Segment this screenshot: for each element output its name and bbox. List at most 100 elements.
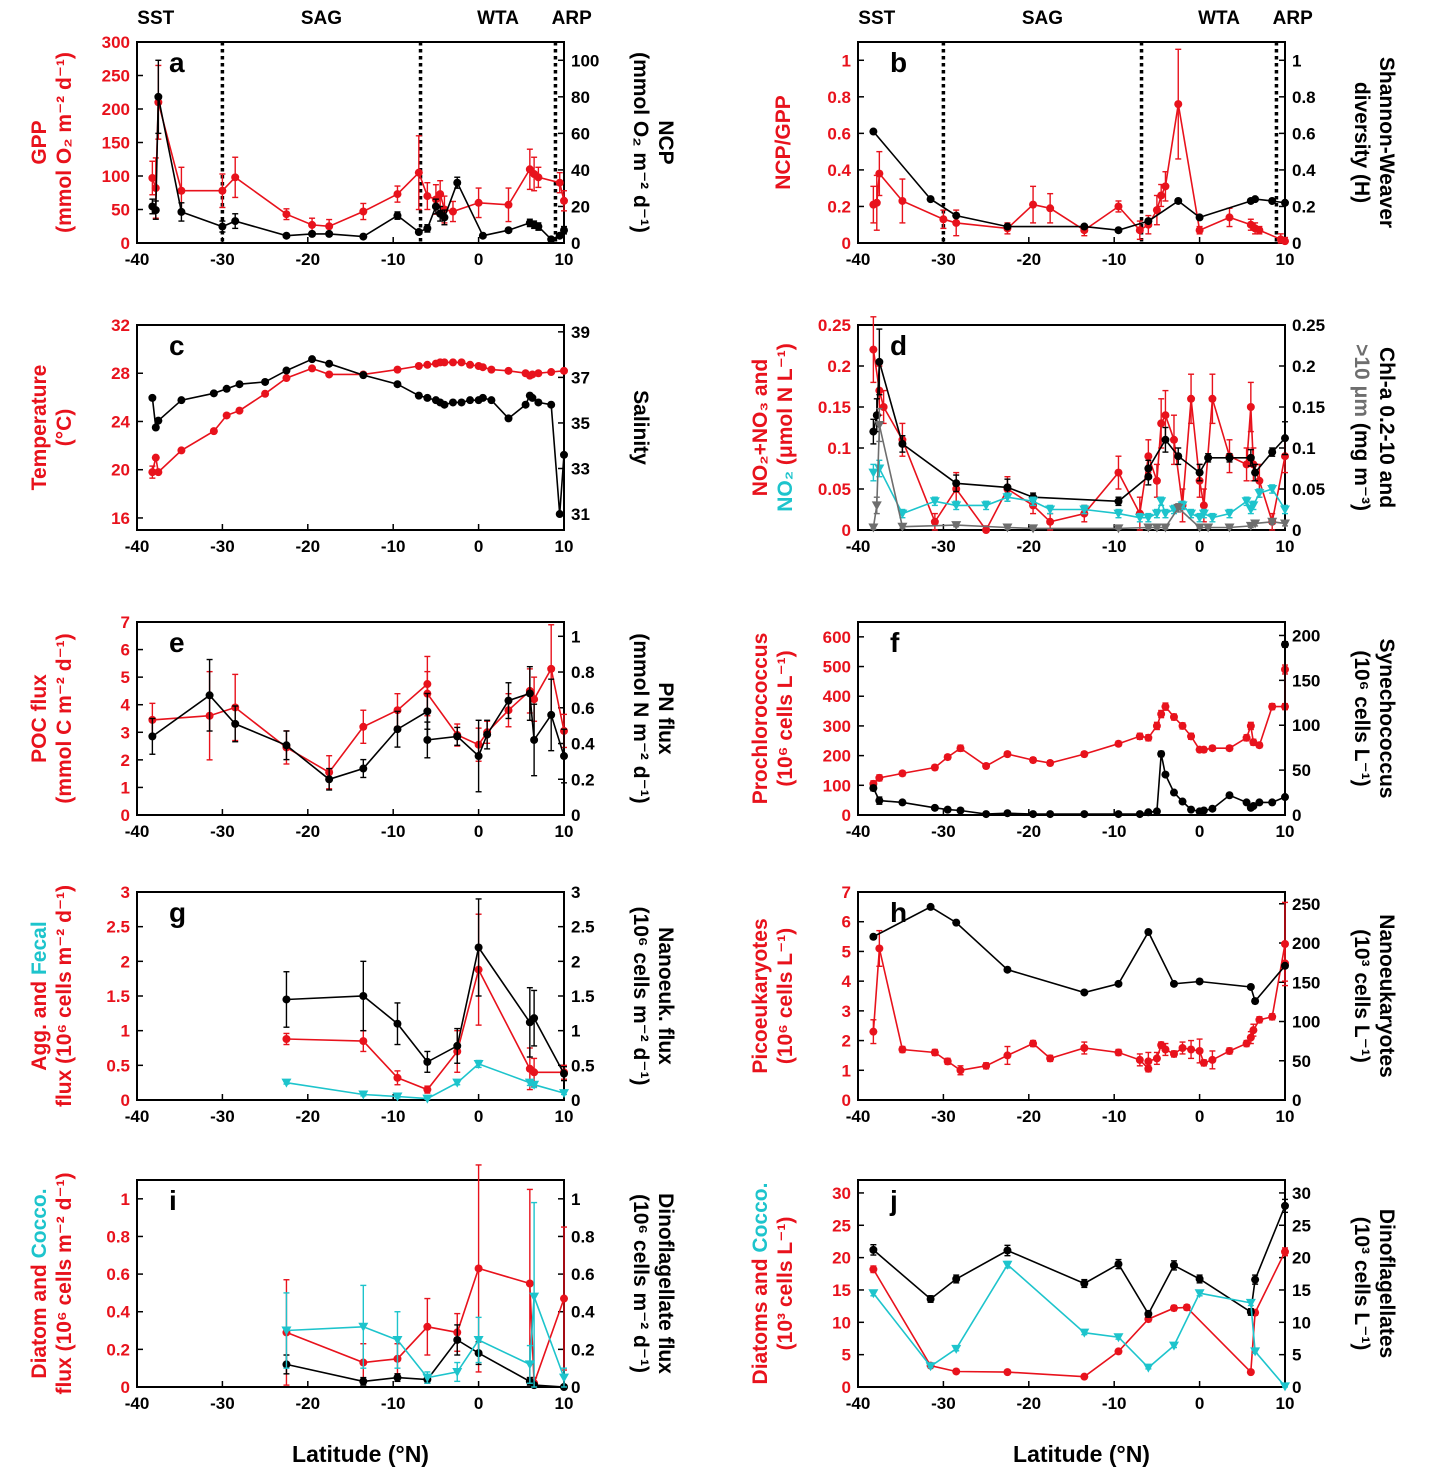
data-point (547, 710, 556, 719)
data-point-triangle (1245, 1298, 1256, 1308)
data-point (898, 439, 907, 448)
y-left-label-line: Diatom and Cocco. (28, 1188, 51, 1378)
data-point (504, 226, 513, 235)
y-right-tick-label: 0.6 (571, 699, 595, 718)
data-point (1249, 738, 1258, 747)
y-right-tick-label: 0 (571, 1091, 580, 1110)
series-line (152, 666, 565, 774)
data-point (1208, 1055, 1217, 1064)
data-point-triangle (1198, 509, 1209, 519)
data-point (956, 1066, 965, 1075)
y-left-label-line: NCP/GPP (772, 95, 795, 190)
data-point (154, 92, 163, 101)
data-point (457, 358, 466, 367)
series-black (869, 127, 1289, 235)
data-point-triangle (925, 1362, 936, 1372)
data-point (218, 186, 227, 195)
series-cyan (868, 1260, 1290, 1392)
y-right-tick-label: 3 (571, 883, 580, 902)
data-point (504, 366, 513, 375)
axes-frame (857, 1179, 1286, 1388)
y-right-tick-label: 1 (1292, 51, 1301, 70)
data-point (359, 207, 368, 216)
y-right-tick-label: 2 (571, 952, 580, 971)
label-segment: (10³ cells L⁻¹) (1350, 929, 1373, 1063)
data-point (547, 368, 556, 377)
data-point (151, 206, 160, 215)
label-segment: NO₂+NO₃ and (749, 359, 772, 496)
data-point (956, 744, 965, 753)
data-point (534, 398, 543, 407)
data-point (1268, 448, 1277, 457)
y-left-tick-label: 0.15 (818, 398, 851, 417)
region-label-wta: WTA (477, 8, 519, 29)
data-point-triangle (1254, 489, 1265, 499)
data-point (930, 763, 939, 772)
data-point (504, 200, 513, 209)
data-point (1144, 1057, 1153, 1066)
data-point (982, 810, 991, 819)
data-point (943, 1057, 952, 1066)
data-point (231, 217, 240, 226)
data-point (1080, 222, 1089, 231)
y-left-tick-label: 500 (823, 658, 851, 677)
y-right-label-line: Dinoflagellates (1375, 1209, 1398, 1358)
y-right-label-line: Salinity (629, 390, 652, 465)
x-tick-label: -30 (210, 1394, 235, 1413)
data-point (982, 526, 991, 534)
y-right-label-line: Dinoflagellate flux (654, 1193, 677, 1374)
data-point-triangle (422, 1373, 433, 1383)
series-black (282, 898, 568, 1082)
y-right-tick-label: 100 (1292, 1013, 1320, 1032)
y-right-tick-label: 0.6 (1292, 124, 1316, 143)
data-point (1046, 759, 1055, 768)
label-segment: (mmol N m⁻² d⁻¹) (629, 633, 652, 803)
data-point (474, 752, 483, 761)
y-left-tick-label: 10 (832, 1313, 851, 1332)
y-right-label-line: (10³ cells L⁻¹) (1350, 1217, 1373, 1351)
y-left-axis-label: NO₂+NO₃ and NO₂ (μmol N L⁻¹) (749, 343, 797, 512)
data-point (869, 1265, 878, 1274)
data-point-triangle (1143, 523, 1154, 533)
y-right-label-line: PN flux (654, 682, 677, 755)
panel-b: -40 -30 -20 -10 0 1000.20.40.60.8100.20.40.60… (772, 8, 1398, 269)
x-tick-label: -40 (846, 1394, 871, 1413)
data-point (1251, 468, 1260, 477)
series-red (148, 358, 568, 479)
series-line (872, 1251, 1286, 1378)
data-point (1046, 810, 1055, 819)
series-red (869, 664, 1289, 788)
data-point (414, 362, 423, 370)
y-right-tick-label: 0 (1292, 806, 1301, 825)
data-point (1199, 806, 1208, 815)
data-point (1187, 732, 1196, 741)
data-point-triangle (1250, 1347, 1261, 1357)
data-point (1144, 733, 1153, 742)
x-tick-label: -20 (1017, 250, 1042, 269)
data-point (325, 370, 334, 379)
data-point (1246, 453, 1255, 462)
y-left-tick-label: 0 (121, 1378, 130, 1397)
data-point-triangle (1143, 1363, 1154, 1373)
axes-frame (136, 324, 565, 531)
x-tick-label: -40 (125, 1107, 150, 1126)
y-left-label-line: (°C) (53, 409, 76, 447)
data-point (1161, 1045, 1170, 1054)
x-tick-label: 10 (1276, 822, 1295, 841)
label-segment: flux (10⁶ cells m⁻² d⁻¹) (53, 885, 76, 1107)
data-point-triangle (1045, 505, 1056, 515)
y-right-axis-label: Nanoeukaryotes(10³ cells L⁻¹) (1350, 914, 1398, 1077)
label-segment: Nanoeuk. flux (654, 927, 677, 1065)
data-point (261, 389, 270, 398)
data-point (869, 127, 878, 136)
y-left-tick-label: 300 (823, 717, 851, 736)
data-point (453, 178, 462, 187)
y-left-tick-label: 1 (842, 1061, 851, 1080)
data-point (148, 732, 157, 741)
x-tick-label: -10 (1102, 1394, 1127, 1413)
data-point (1195, 1046, 1204, 1055)
region-label-sag: SAG (1022, 8, 1063, 29)
y-left-axis-label: Diatoms and Cocco. (10³ cells L⁻¹) (749, 1183, 797, 1385)
label-segment: Cocco. (749, 1183, 772, 1253)
